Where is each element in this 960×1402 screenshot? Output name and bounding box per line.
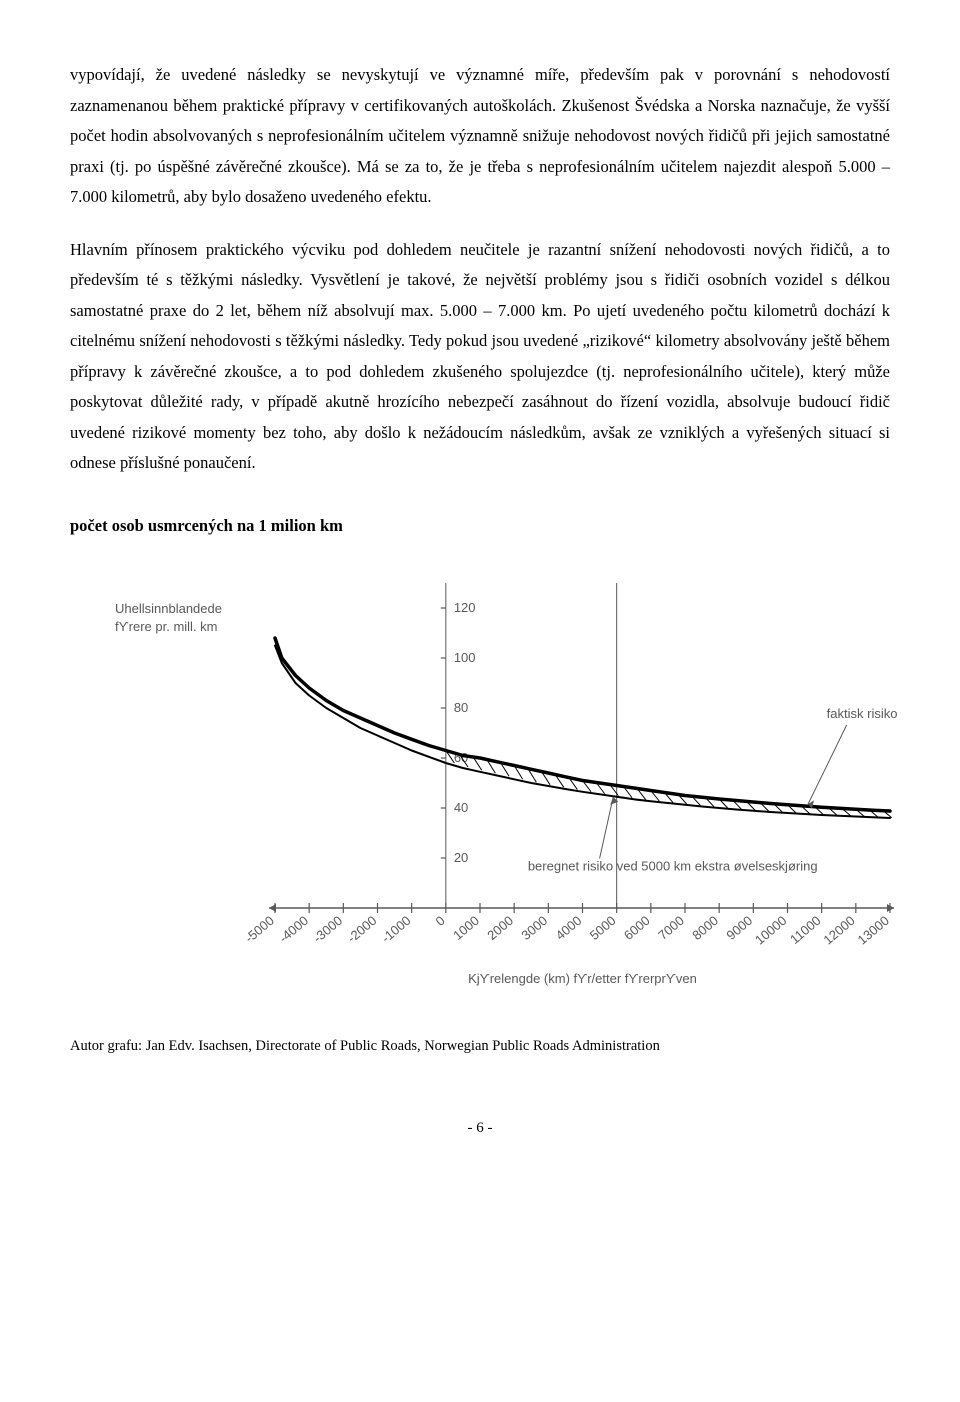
chart-heading: počet osob usmrcených na 1 milion km [70,511,890,542]
svg-text:faktisk risiko: faktisk risiko [827,706,898,721]
svg-text:8000: 8000 [689,913,721,943]
svg-text:Kjϒrelengde (km) fϒr/etter fϒr: Kjϒrelengde (km) fϒr/etter fϒrerprϒven [468,971,697,986]
svg-text:100: 100 [454,650,476,665]
svg-text:12000: 12000 [820,913,857,948]
svg-text:-2000: -2000 [344,913,379,946]
risk-chart: 20406080100120-5000-4000-3000-2000-10000… [70,563,890,993]
svg-text:-4000: -4000 [276,913,311,946]
svg-text:3000: 3000 [518,913,550,943]
svg-text:-3000: -3000 [310,913,345,946]
svg-text:9000: 9000 [723,913,755,943]
svg-text:5000: 5000 [587,913,619,943]
svg-text:80: 80 [454,700,468,715]
svg-text:-1000: -1000 [378,913,413,946]
svg-text:11000: 11000 [787,913,824,947]
svg-text:-5000: -5000 [242,913,277,946]
svg-text:4000: 4000 [553,913,585,943]
chart-svg: 20406080100120-5000-4000-3000-2000-10000… [70,563,900,993]
svg-text:beregnet risiko ved 5000 km ek: beregnet risiko ved 5000 km ekstra øvels… [528,859,818,874]
svg-text:6000: 6000 [621,913,653,943]
page-number: - 6 - [70,1115,890,1143]
svg-text:fϒrere pr. mill. km: fϒrere pr. mill. km [115,619,218,634]
svg-text:Uhellsinnblandede: Uhellsinnblandede [115,601,222,616]
paragraph-1: vypovídají, že uvedené následky se nevys… [70,60,890,213]
svg-text:1000: 1000 [450,913,482,943]
svg-text:13000: 13000 [855,913,892,948]
svg-text:2000: 2000 [484,913,516,943]
svg-text:20: 20 [454,850,468,865]
svg-text:10000: 10000 [752,913,789,948]
chart-credit: Autor grafu: Jan Edv. Isachsen, Director… [70,1033,890,1060]
paragraph-2: Hlavním přínosem praktického výcviku pod… [70,235,890,479]
svg-text:120: 120 [454,600,476,615]
svg-text:0: 0 [433,913,448,929]
svg-text:7000: 7000 [655,913,687,943]
svg-text:40: 40 [454,800,468,815]
